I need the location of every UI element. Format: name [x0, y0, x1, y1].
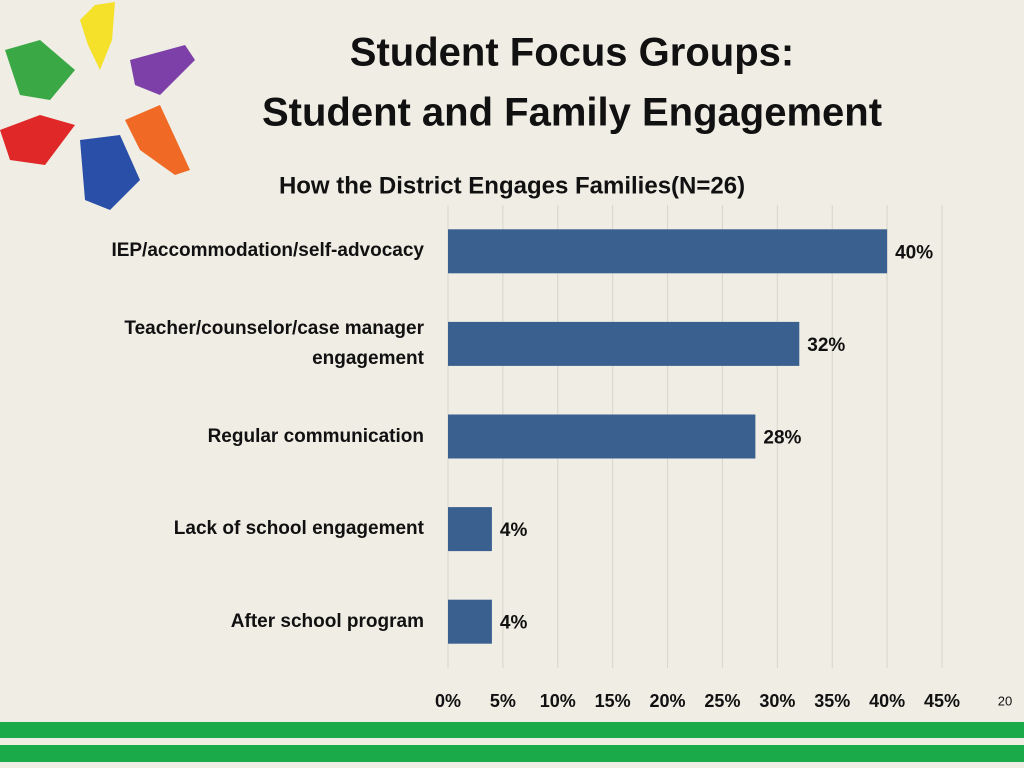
value-label: 4%	[500, 520, 528, 541]
value-label: 32%	[807, 335, 845, 356]
y-tick-label: Lack of school engagement	[173, 518, 424, 540]
bar	[448, 321, 800, 366]
y-tick-label: Regular communication	[207, 425, 424, 447]
bar	[448, 599, 492, 644]
slide-title: Student and Family Engagement	[262, 91, 882, 135]
bar	[448, 507, 492, 552]
bar	[448, 229, 888, 274]
hands-decoration	[0, 2, 195, 210]
stripe	[0, 722, 1024, 738]
x-tick-label: 40%	[869, 691, 905, 711]
x-tick-label: 0%	[435, 691, 461, 711]
y-tick-label: Teacher/counselor/case manager engagemen…	[124, 317, 424, 369]
page-number: 20	[998, 693, 1012, 708]
x-tick-label: 35%	[814, 691, 850, 711]
x-tick-label: 5%	[490, 691, 516, 711]
bar	[448, 414, 756, 459]
slide-title: Student Focus Groups:	[350, 31, 794, 75]
x-tick-label: 20%	[650, 691, 686, 711]
x-tick-label: 30%	[759, 691, 795, 711]
x-tick-label: 25%	[704, 691, 740, 711]
y-tick-label: After school program	[230, 610, 424, 632]
chart-title: How the District Engages Families(N=26)	[279, 172, 745, 199]
value-label: 40%	[895, 242, 933, 263]
stripe	[0, 745, 1024, 762]
value-label: 28%	[763, 428, 801, 449]
y-tick-label: IEP/accommodation/self-advocacy	[111, 240, 424, 262]
x-tick-label: 15%	[595, 691, 631, 711]
x-tick-label: 45%	[924, 691, 960, 711]
x-tick-label: 10%	[540, 691, 576, 711]
value-label: 4%	[500, 613, 528, 634]
